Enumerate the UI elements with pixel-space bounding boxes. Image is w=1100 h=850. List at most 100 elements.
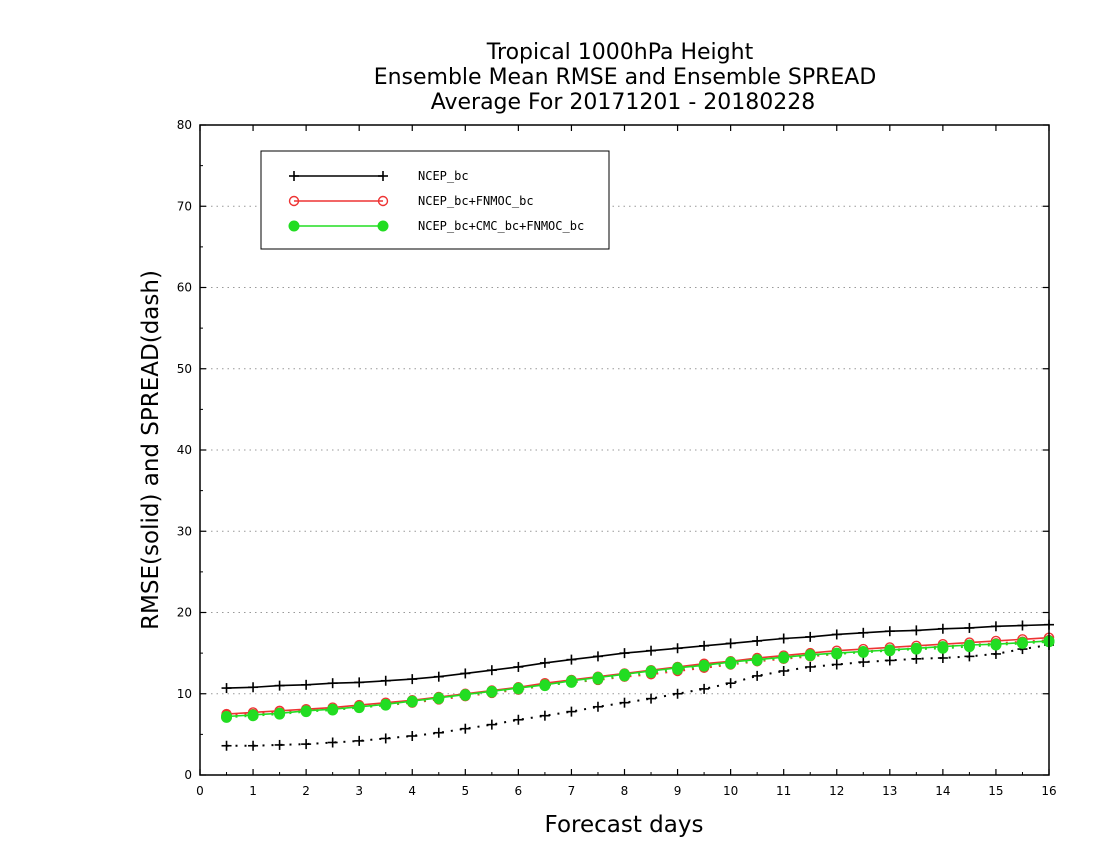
data-point-ncep-bc-cmc-bc-fnmoc-bc-rmse-30	[1016, 637, 1028, 649]
data-point-ncep-bc-cmc-bc-fnmoc-bc-rmse-10	[486, 685, 498, 697]
legend-marker-end-2	[377, 220, 389, 232]
data-point-ncep-bc-cmc-bc-fnmoc-bc-rmse-21	[778, 651, 790, 663]
data-point-ncep-bc-rmse-7	[407, 674, 418, 685]
data-point-ncep-bc-spread-29	[990, 648, 1001, 659]
chart-title: Tropical 1000hPa Height Ensemble Mean RM…	[374, 40, 877, 115]
x-tick-label-10: 10	[723, 784, 738, 798]
plot-series	[221, 619, 1055, 751]
data-point-ncep-bc-spread-12	[539, 710, 550, 721]
data-point-ncep-bc-cmc-bc-fnmoc-bc-rmse-15	[619, 668, 630, 680]
x-axis-label: Forecast days	[545, 812, 704, 838]
data-point-ncep-bc-rmse-20	[752, 635, 763, 646]
data-point-ncep-bc-cmc-bc-fnmoc-bc-rmse-28	[963, 639, 975, 651]
data-point-ncep-bc-rmse-3	[301, 679, 312, 690]
data-point-ncep-bc-cmc-bc-fnmoc-bc-rmse-8	[433, 692, 445, 704]
x-tick-label-0: 0	[196, 784, 204, 798]
data-point-ncep-bc-cmc-bc-fnmoc-bc-rmse-18	[698, 659, 710, 671]
data-point-ncep-bc-rmse-8	[433, 671, 444, 682]
chart-title-line-2: Ensemble Mean RMSE and Ensemble SPREAD	[374, 65, 877, 90]
data-point-ncep-bc-spread-23	[831, 659, 842, 670]
x-tick-label-5: 5	[461, 784, 469, 798]
legend-marker-start-1	[288, 195, 300, 207]
data-point-ncep-bc-cmc-bc-fnmoc-bc-rmse-24	[857, 646, 869, 657]
data-point-ncep-bc-rmse-19	[725, 638, 736, 649]
data-point-ncep-bc-spread-6	[380, 733, 391, 744]
data-point-ncep-bc-spread-18	[699, 683, 710, 694]
data-point-ncep-bc-cmc-bc-fnmoc-bc-rmse-11	[512, 682, 524, 694]
legend-label-2: NCEP_bc+CMC_bc+FNMOC_bc	[418, 219, 584, 233]
data-point-ncep-bc-rmse-4	[327, 678, 338, 689]
data-point-ncep-bc-cmc-bc-fnmoc-bc-rmse-9	[459, 689, 471, 701]
data-point-ncep-bc-cmc-bc-fnmoc-bc-rmse-16	[645, 665, 657, 677]
x-tick-label-13: 13	[882, 784, 897, 798]
y-tick-label-3: 30	[177, 524, 192, 538]
data-point-ncep-bc-cmc-bc-fnmoc-bc-rmse-7	[406, 695, 418, 707]
data-point-ncep-bc-spread-11	[513, 714, 524, 725]
data-point-ncep-bc-spread-9	[460, 723, 471, 734]
legend-marker-start-0	[289, 171, 299, 181]
data-point-ncep-bc-spread-1	[248, 740, 259, 751]
series-ncep-bc-spread	[221, 640, 1054, 751]
y-tick-label-8: 80	[177, 118, 192, 132]
data-point-ncep-bc-cmc-bc-fnmoc-bc-rmse-2	[274, 707, 286, 719]
data-point-ncep-bc-cmc-bc-fnmoc-bc-rmse-29	[990, 638, 1002, 650]
y-tick-label-6: 60	[177, 281, 192, 295]
data-point-ncep-bc-rmse-22	[805, 631, 816, 642]
x-tick-label-16: 16	[1041, 784, 1056, 798]
y-tick-label-0: 0	[184, 768, 192, 782]
x-tick-label-2: 2	[302, 784, 310, 798]
data-point-ncep-bc-spread-19	[725, 678, 736, 689]
data-point-ncep-bc-spread-10	[486, 719, 497, 730]
y-tick-label-5: 50	[177, 362, 192, 376]
data-point-ncep-bc-cmc-bc-fnmoc-bc-rmse-5	[353, 701, 365, 713]
data-point-ncep-bc-rmse-16	[646, 645, 657, 656]
x-tick-label-8: 8	[621, 784, 629, 798]
data-point-ncep-bc-cmc-bc-fnmoc-bc-rmse-4	[327, 703, 339, 715]
series-line-ncep-bc-spread	[226, 644, 1050, 747]
series-line-ncep-bc-rmse	[226, 623, 1050, 689]
x-tick-label-9: 9	[674, 784, 682, 798]
legend-box	[260, 150, 610, 250]
data-point-ncep-bc-spread-16	[646, 693, 657, 704]
y-axis-ticks: 0 10 20 30 40 50 60 70 80	[177, 118, 1049, 782]
series-ncep-bc-fnmoc-bc-rmse	[221, 632, 1055, 720]
series-ncep-bc-cmc-bc-fnmoc-bc-rmse	[221, 635, 1055, 722]
data-point-ncep-bc-spread-8	[433, 727, 444, 738]
data-point-ncep-bc-cmc-bc-fnmoc-bc-rmse-14	[592, 672, 604, 683]
data-point-ncep-bc-cmc-bc-fnmoc-bc-rmse-26	[910, 642, 922, 654]
legend-marker-end-1	[377, 195, 389, 207]
data-point-ncep-bc-cmc-bc-fnmoc-bc-rmse-27	[937, 641, 949, 653]
data-point-ncep-bc-spread-0	[221, 740, 232, 751]
legend-marker-end-0	[378, 171, 388, 181]
y-tick-label-2: 20	[177, 606, 192, 620]
data-point-ncep-bc-cmc-bc-fnmoc-bc-rmse-12	[539, 679, 551, 691]
x-tick-label-11: 11	[776, 784, 791, 798]
data-point-ncep-bc-rmse-12	[539, 657, 550, 668]
data-point-ncep-bc-spread-4	[327, 737, 338, 748]
data-point-ncep-bc-spread-26	[911, 653, 922, 664]
legend-marker-start-2	[288, 220, 300, 232]
data-point-ncep-bc-spread-22	[805, 661, 816, 672]
data-point-ncep-bc-spread-2	[274, 739, 285, 750]
x-tick-label-1: 1	[249, 784, 257, 798]
data-point-ncep-bc-rmse-24	[858, 627, 869, 638]
data-point-ncep-bc-spread-20	[752, 670, 763, 681]
y-tick-label-4: 40	[177, 443, 192, 457]
legend-label-0: NCEP_bc	[418, 169, 469, 183]
gridlines	[200, 205, 1049, 695]
data-point-ncep-bc-rmse-30	[1017, 620, 1028, 631]
data-point-ncep-bc-rmse-28	[964, 622, 975, 633]
data-point-ncep-bc-spread-5	[354, 735, 365, 746]
data-point-ncep-bc-rmse-11	[513, 661, 524, 672]
data-point-ncep-bc-rmse-27	[937, 623, 948, 634]
data-point-ncep-bc-rmse-10	[486, 665, 497, 676]
data-point-ncep-bc-cmc-bc-fnmoc-bc-rmse-22	[804, 649, 816, 661]
data-point-ncep-bc-cmc-bc-fnmoc-bc-rmse-19	[725, 656, 737, 668]
data-point-ncep-bc-cmc-bc-fnmoc-bc-rmse-17	[672, 662, 684, 674]
data-point-ncep-bc-rmse-14	[592, 651, 603, 662]
data-point-ncep-bc-spread-21	[778, 666, 789, 676]
data-point-ncep-bc-rmse-26	[911, 625, 922, 636]
x-tick-label-7: 7	[568, 784, 576, 798]
data-point-ncep-bc-rmse-13	[566, 654, 577, 665]
